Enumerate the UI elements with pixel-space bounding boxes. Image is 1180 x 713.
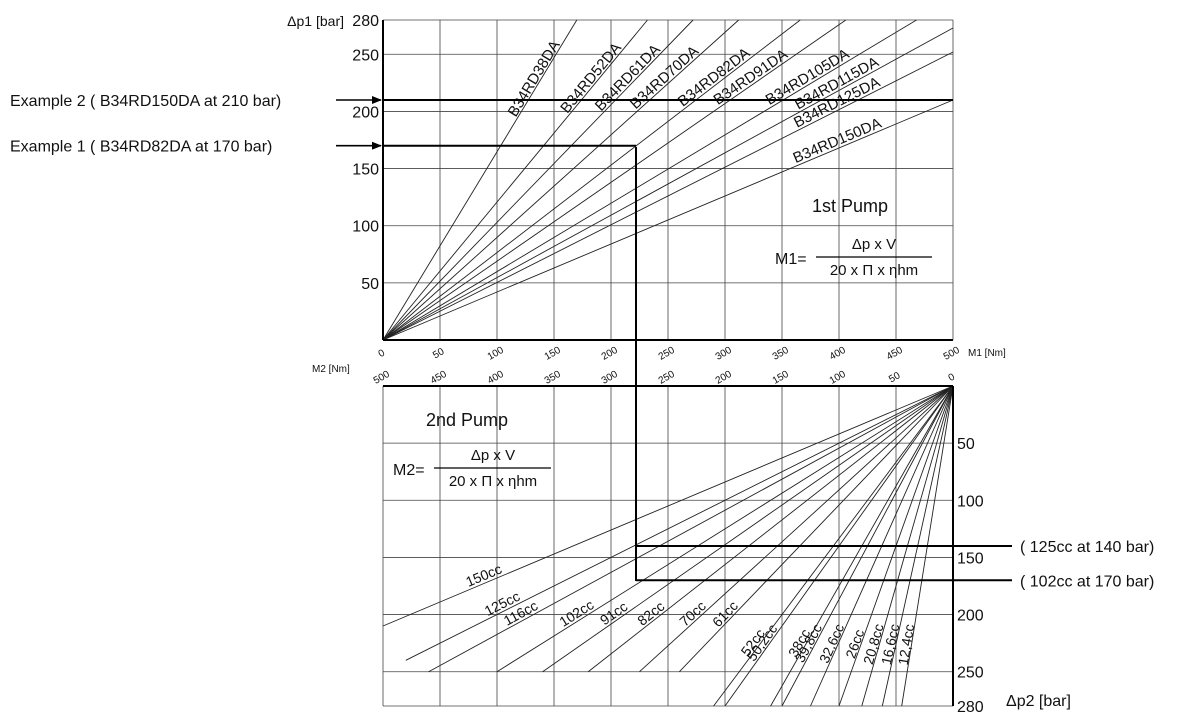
bottom-y-tick-100: 100 xyxy=(957,493,984,510)
bottom-series-82cc xyxy=(587,385,954,673)
top-series-b34rd61da xyxy=(382,19,694,341)
top-formula-numerator: Δp x V xyxy=(852,236,896,253)
bottom-series-116cc xyxy=(428,385,954,673)
top-x-tick-400: 400 xyxy=(828,345,848,363)
bottom-y-tick-50: 50 xyxy=(957,436,975,453)
bottom-y-tick-labels: 50 100 150 200 250 280 xyxy=(957,436,984,713)
top-x-tick-labels: 0 50 100 150 200 250 300 350 400 450 500 xyxy=(377,345,963,363)
bottom-x-tick-300: 300 xyxy=(600,369,620,387)
bottom-x-tick-50: 50 xyxy=(887,370,903,385)
bottom-formula-lhs: M2= xyxy=(393,462,425,479)
top-series-b34rd115da xyxy=(382,27,954,341)
bottom-series-91cc xyxy=(542,385,954,673)
bottom-y-tick-280: 280 xyxy=(957,699,984,713)
top-series-b34rd38da xyxy=(382,19,578,341)
top-x-tick-250: 250 xyxy=(657,345,677,363)
top-x-tick-100: 100 xyxy=(486,345,506,363)
top-y-tick-200: 200 xyxy=(352,104,379,121)
top-x-tick-450: 450 xyxy=(885,345,905,363)
bottom-y-axis-label: Δp2 [bar] xyxy=(1006,693,1071,710)
top-y-tick-250: 250 xyxy=(352,47,379,64)
top-x-tick-50: 50 xyxy=(431,346,447,361)
bottom-x-tick-0: 0 xyxy=(947,371,958,384)
top-x-tick-200: 200 xyxy=(600,345,620,363)
bottom-grid xyxy=(382,386,953,707)
bottom-series-125cc xyxy=(405,385,954,661)
bottom-series-label-150cc: 150cc xyxy=(463,561,504,590)
top-panel: B34RD38DAB34RD52DAB34RD61DAB34RD70DAB34R… xyxy=(10,13,1006,363)
top-x-tick-0: 0 xyxy=(377,347,388,360)
top-series-b34rd91da xyxy=(382,19,847,341)
top-series xyxy=(382,19,954,341)
top-series-labels: B34RD38DAB34RD52DAB34RD61DAB34RD70DAB34R… xyxy=(505,38,884,167)
bottom-panel-title: 2nd Pump xyxy=(426,410,508,430)
bottom-y-tick-200: 200 xyxy=(957,608,984,625)
top-y-tick-50: 50 xyxy=(361,276,379,293)
bottom-y-tick-250: 250 xyxy=(957,665,984,682)
bottom-x-tick-450: 450 xyxy=(429,369,449,387)
top-x-axis-label: M1 [Nm] xyxy=(968,348,1006,359)
bottom-x-axis-label: M2 [Nm] xyxy=(312,364,350,375)
top-x-tick-350: 350 xyxy=(771,345,791,363)
top-y-tick-labels: 50 100 150 200 250 280 xyxy=(352,13,379,293)
top-series-b34rd70da xyxy=(382,19,739,341)
bottom-formula-denominator: 20 x Π x ηhm xyxy=(449,473,537,490)
top-series-label-b34rd38da: B34RD38DA xyxy=(505,38,564,120)
top-formula-lhs: M1= xyxy=(775,251,807,268)
top-x-tick-500: 500 xyxy=(942,345,962,363)
bottom-series-102cc xyxy=(496,385,954,673)
bottom-formula: M2= Δp x V 20 x Π x ηhm xyxy=(393,447,551,490)
bottom-series-label-102cc: 102cc xyxy=(556,596,596,629)
top-series-b34rd52da xyxy=(382,19,648,341)
top-y-axis-label: Δp1 [bar] xyxy=(287,13,344,29)
top-series-b34rd150da xyxy=(382,99,954,341)
bottom-series-label-12-4cc: 12,4cc xyxy=(895,623,917,666)
bottom-y-tick-150: 150 xyxy=(957,550,984,567)
bottom-x-tick-150: 150 xyxy=(771,369,791,387)
bottom-series-70cc xyxy=(639,385,954,673)
top-y-tick-280: 280 xyxy=(352,13,379,30)
bottom-x-tick-100: 100 xyxy=(828,369,848,387)
bottom-examples: ( 125cc at 140 bar) ( 102cc at 170 bar) xyxy=(636,539,1154,590)
top-series-b34rd82da xyxy=(382,19,801,341)
bottom-x-tick-400: 400 xyxy=(486,369,506,387)
bottom-series-label-61cc: 61cc xyxy=(709,598,741,630)
bottom-example-label-2: ( 102cc at 170 bar) xyxy=(1020,573,1154,590)
top-x-tick-150: 150 xyxy=(543,345,563,363)
bottom-x-tick-labels: 500 450 400 350 300 250 200 150 100 50 0 xyxy=(372,369,958,387)
bottom-series-label-70cc: 70cc xyxy=(676,598,709,630)
top-formula: M1= Δp x V 20 x Π x ηhm xyxy=(775,236,932,279)
bottom-series-150cc xyxy=(382,385,954,627)
bottom-series-label-91cc: 91cc xyxy=(597,598,630,628)
top-panel-title: 1st Pump xyxy=(812,196,888,216)
bottom-formula-numerator: Δp x V xyxy=(471,447,515,464)
top-y-tick-150: 150 xyxy=(352,162,379,179)
bottom-x-tick-200: 200 xyxy=(714,369,734,387)
bottom-x-tick-250: 250 xyxy=(657,369,677,387)
top-example-label-2: Example 1 ( B34RD82DA at 170 bar) xyxy=(10,139,272,156)
bottom-x-tick-500: 500 xyxy=(372,369,392,387)
top-y-tick-100: 100 xyxy=(352,219,379,236)
top-x-tick-300: 300 xyxy=(714,345,734,363)
bottom-x-tick-350: 350 xyxy=(543,369,563,387)
top-formula-denominator: 20 x Π x ηhm xyxy=(830,262,918,279)
top-examples: Example 2 ( B34RD150DA at 210 bar) Exampl… xyxy=(10,93,953,156)
bottom-series-61cc xyxy=(679,385,954,673)
bottom-series-label-82cc: 82cc xyxy=(634,598,667,629)
bottom-example-label-1: ( 125cc at 140 bar) xyxy=(1020,539,1154,556)
top-example-label-1: Example 2 ( B34RD150DA at 210 bar) xyxy=(10,93,281,110)
top-series-b34rd105da xyxy=(382,19,917,341)
